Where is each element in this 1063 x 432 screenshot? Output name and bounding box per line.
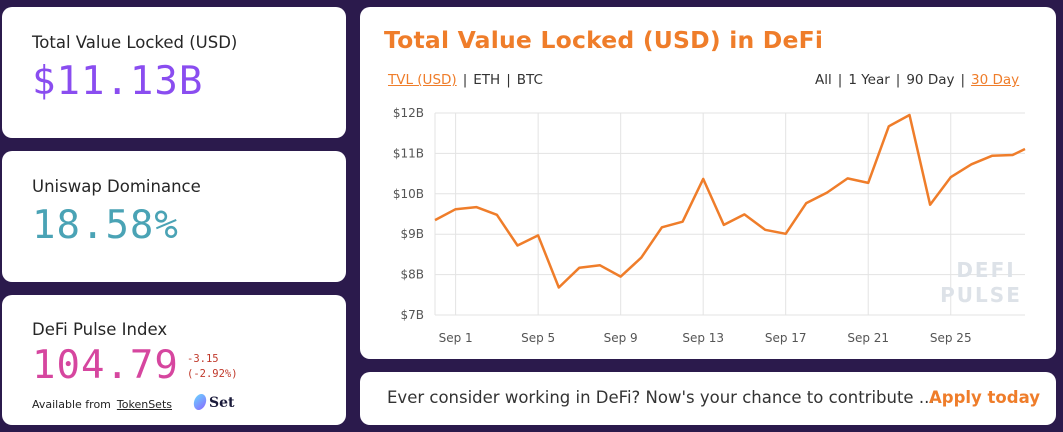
chart-title: Total Value Locked (USD) in DeFi: [384, 26, 824, 54]
tvl-label: Total Value Locked (USD): [32, 33, 238, 52]
promo-text: Ever consider working in DeFi? Now's you…: [387, 388, 935, 407]
range-90-day[interactable]: 90 Day: [906, 72, 955, 88]
tokensets-link[interactable]: TokenSets: [116, 398, 172, 411]
chart-grid: [434, 112, 1025, 316]
defi-pulse-index-card: DeFi Pulse Index 104.79 -3.15 (-2.92%) A…: [2, 295, 346, 425]
available-from-label: Available from: [32, 398, 111, 411]
set-logo[interactable]: Set: [192, 394, 235, 411]
tab-eth[interactable]: ETH: [473, 72, 501, 88]
dpi-label: DeFi Pulse Index: [32, 320, 168, 339]
x-tick-label: Sep 1: [439, 331, 473, 345]
y-axis-ticks: $7B $8B $9B $10B $11B $12B: [393, 106, 424, 322]
range-tabs: All | 1 Year | 90 Day | 30 Day: [815, 72, 1019, 88]
tab-btc[interactable]: BTC: [516, 72, 543, 88]
apply-today-link[interactable]: Apply today: [929, 388, 1040, 407]
x-tick-label: Sep 21: [847, 331, 889, 345]
tab-tvl-usd[interactable]: TVL (USD): [388, 72, 457, 88]
careers-banner: Ever consider working in DeFi? Now's you…: [360, 372, 1056, 425]
set-logo-text: Set: [209, 395, 235, 411]
x-tick-label: Sep 25: [930, 331, 972, 345]
uniswap-dominance-label: Uniswap Dominance: [32, 177, 201, 196]
separator: |: [960, 72, 966, 88]
tvl-value: $11.13B: [32, 59, 204, 104]
range-all[interactable]: All: [815, 72, 832, 88]
separator: |: [462, 72, 468, 88]
watermark-pulse: PULSE: [940, 283, 1022, 307]
uniswap-dominance-value: 18.58%: [32, 203, 179, 248]
tvl-card: Total Value Locked (USD) $11.13B: [2, 7, 346, 138]
currency-tabs: TVL (USD) | ETH | BTC: [388, 72, 543, 88]
y-tick-label: $10B: [393, 187, 424, 201]
dpi-value: 104.79: [32, 343, 179, 388]
watermark-defi: DEFI: [956, 258, 1015, 282]
range-1-year[interactable]: 1 Year: [848, 72, 890, 88]
tvl-series-line: [434, 113, 1026, 289]
range-30-day[interactable]: 30 Day: [971, 72, 1020, 88]
y-tick-label: $11B: [393, 146, 424, 160]
y-tick-label: $7B: [400, 308, 424, 322]
x-tick-label: Sep 9: [604, 331, 638, 345]
x-tick-label: Sep 17: [765, 331, 807, 345]
x-tick-label: Sep 5: [521, 331, 555, 345]
tvl-line-chart: $7B$8B$9B$10B$11B$12B Sep 1 Sep 5 Sep 9 Sep…: [393, 106, 1026, 345]
available-from: Available from TokenSets: [32, 398, 172, 411]
set-logo-icon: [192, 394, 208, 410]
tvl-chart-card: Total Value Locked (USD) in DeFi TVL (US…: [360, 7, 1056, 359]
y-tick-label: $8B: [400, 268, 424, 282]
x-axis-ticks: Sep 1 Sep 5 Sep 9 Sep 13 Sep 17 Sep 21 Sep 25: [439, 331, 972, 345]
x-tick-label: Sep 13: [682, 331, 724, 345]
y-tick-label: $9B: [400, 227, 424, 241]
separator: |: [506, 72, 511, 88]
y-tick-label: $12B: [393, 106, 424, 120]
uniswap-dominance-card: Uniswap Dominance 18.58%: [2, 151, 346, 282]
separator: |: [837, 72, 843, 88]
dpi-change-pct: (-2.92%): [187, 368, 238, 380]
dpi-change-abs: -3.15: [187, 353, 219, 365]
separator: |: [895, 72, 901, 88]
